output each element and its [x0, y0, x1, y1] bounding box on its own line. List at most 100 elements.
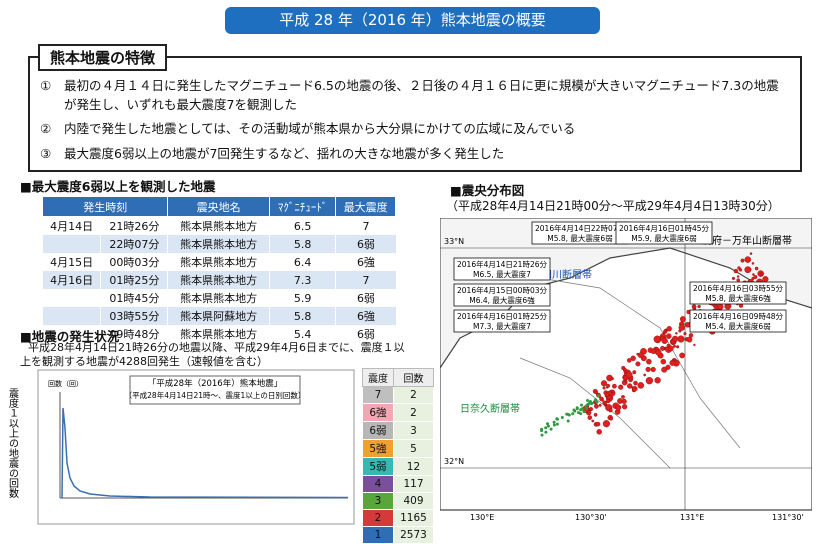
lon-label: 131°E — [680, 513, 704, 522]
table-cell: 1165 — [392, 509, 435, 527]
epicenter-dot — [645, 366, 651, 372]
table-cell: 2 — [392, 386, 435, 404]
epicenter-dot — [587, 415, 593, 420]
epicenter-dot — [623, 370, 627, 374]
table-cell: 熊本県熊本地方 — [167, 289, 270, 307]
table-cell: 4月14日 — [41, 216, 101, 235]
epicenter-dot — [660, 358, 667, 365]
epicenter-dot — [618, 384, 624, 390]
table-row: 5強 5 — [362, 439, 435, 458]
table-cell: 6弱 — [335, 235, 396, 253]
column-header: 震央地名 — [167, 196, 270, 217]
table-cell: 01時25分 — [100, 271, 168, 289]
epicenter-dot — [595, 421, 601, 427]
section-heading: ■地震の発生状況 — [20, 329, 120, 344]
table-cell: 5.8 — [268, 235, 336, 253]
epicenter-dot — [667, 345, 674, 352]
callout-line: 2016年4月14日21時26分 — [457, 259, 547, 269]
table-cell: 熊本県熊本地方 — [167, 235, 270, 253]
callout-line: M5.9, 最大震度6弱 — [631, 233, 696, 243]
epicenter-dot — [594, 403, 599, 409]
table-cell: 熊本県熊本地方 — [167, 271, 270, 289]
table-row: 6強 2 — [362, 403, 435, 422]
epicenter-dot — [673, 344, 676, 348]
callout-box — [615, 221, 713, 245]
table-cell: 6強 — [335, 307, 396, 325]
epicenter-dot — [540, 433, 544, 437]
epicenter-dot — [683, 332, 687, 336]
epicenter-dot — [660, 345, 665, 351]
table-cell: 5.9 — [268, 289, 336, 307]
table-cell: 21時26分 — [100, 216, 168, 235]
epicenter-dot — [740, 258, 745, 263]
epicenter-dot — [675, 332, 678, 335]
epicenter-dot — [566, 413, 570, 416]
epicenter-dot — [666, 333, 672, 339]
epicenter-dot — [586, 399, 589, 402]
epicenter-dot — [621, 395, 625, 399]
epicenter-dot — [637, 352, 644, 359]
table-cell: 7.3 — [268, 271, 336, 289]
table-cell: 6強 — [362, 403, 394, 422]
epicenter-dot — [580, 403, 583, 407]
epicenter-map: 33°N 32°N 130°E 130°30' 131°E 131°30' 布田… — [440, 218, 812, 522]
epicenter-dot — [598, 403, 602, 407]
table-cell: 3 — [362, 492, 394, 510]
epicenter-dot — [555, 422, 559, 426]
occurrence-text: 平成28年4月14日21時26分の地震以降、平成29年4月6日までに、震度１以上… — [20, 341, 405, 368]
table-row: 3 409 — [362, 492, 435, 510]
epicenter-dot — [627, 383, 633, 389]
column-header: 発生時刻 — [41, 196, 169, 217]
table-cell: 6.4 — [268, 253, 336, 271]
epicenter-dot — [584, 406, 588, 410]
epicenter-dot — [733, 268, 739, 274]
epicenter-dot — [693, 343, 696, 347]
table-cell: 09時48分 — [100, 325, 168, 343]
epicenter-dot — [615, 404, 622, 411]
epicenter-dot — [602, 420, 610, 428]
epicenter-dot — [751, 276, 755, 281]
header-row: 発生時刻 震央地名 ﾏｸﾞﾆﾁｭｰﾄﾞ 最大震度 — [41, 196, 396, 217]
table-cell: 5 — [392, 439, 435, 458]
table-row: 4 117 — [362, 475, 435, 493]
epicenter-dot — [575, 406, 579, 410]
epicenter-dot — [621, 398, 627, 404]
epicenter-dot — [608, 408, 613, 413]
callout-line: 2016年4月14日22時07分 — [535, 223, 625, 233]
features-box — [28, 56, 802, 172]
daily-count-chart: 震度１以上の地震の回数 「平成28年（2016年）熊本地震」 （平成28年4月1… — [7, 369, 355, 525]
lon-label: 130°E — [470, 513, 494, 522]
epicenter-dot — [632, 385, 638, 392]
epicenter-dot — [753, 275, 758, 279]
epicenter-dot — [654, 377, 661, 384]
epicenter-dot — [731, 276, 736, 280]
fault-label: 日奈久断層帯 — [460, 402, 520, 415]
table-cell: 5強 — [362, 439, 394, 458]
epicenter-dot — [637, 382, 645, 389]
callout-line: M6.4, 最大震度6強 — [469, 295, 535, 305]
epicenter-dot — [577, 411, 580, 415]
table-row: 2 1165 — [362, 509, 435, 527]
epicenter-dot — [604, 402, 607, 406]
column-header: ﾏｸﾞﾆﾁｭｰﾄﾞ — [268, 196, 337, 217]
epicenter-dot — [666, 326, 672, 332]
epicenter-dot — [678, 324, 685, 331]
epicenter-dot — [601, 398, 604, 402]
epicenter-dot — [669, 359, 676, 366]
feature-item: ③ 最大震度6弱以上の地震が7回発生するなど、揺れの大きな地震が多く発生した — [40, 144, 780, 163]
epicenter-dot — [697, 304, 701, 309]
epicenter-dot — [679, 352, 685, 359]
epicenter-dot — [596, 429, 602, 435]
epicenter-dot — [661, 337, 668, 344]
table-cell: 409 — [392, 492, 435, 510]
table-row: 6弱 3 — [362, 421, 435, 440]
callout-line: M5.8, 最大震度6弱 — [547, 233, 612, 243]
table-row: 5弱 12 — [362, 457, 435, 476]
table-cell — [41, 289, 101, 307]
table-cell: 熊本県熊本地方 — [167, 325, 270, 343]
table-cell: 4 — [362, 475, 394, 493]
epicenter-dot — [633, 380, 638, 386]
epicenter-dot — [544, 426, 548, 430]
table-cell: 00時03分 — [100, 253, 168, 271]
table-cell: 4月15日 — [41, 253, 101, 271]
